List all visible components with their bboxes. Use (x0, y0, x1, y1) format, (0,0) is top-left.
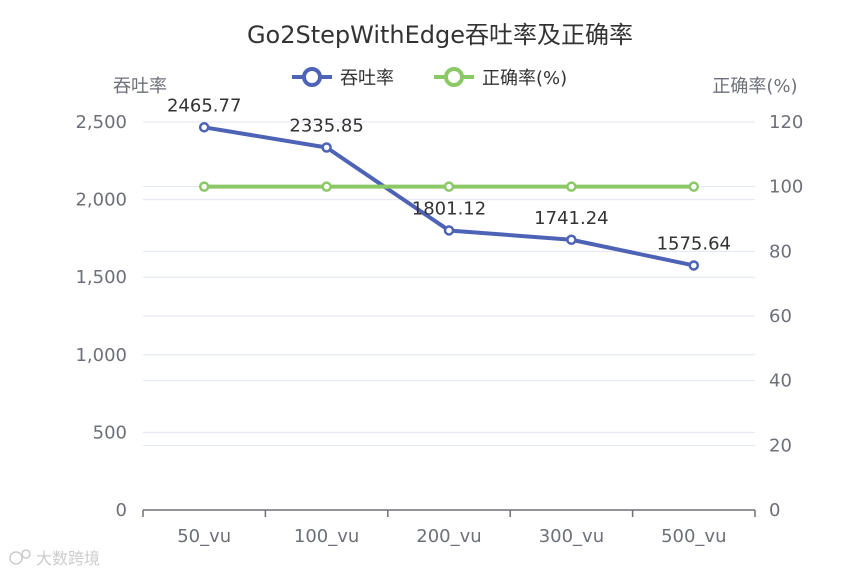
y-right-tick-label: 80 (769, 241, 792, 262)
y-right-tick-label: 0 (769, 500, 780, 521)
watermark-logo-icon (9, 551, 23, 565)
y-left-tick-label: 500 (93, 422, 127, 443)
series-layer (198, 122, 700, 271)
y-right-tick-label: 120 (769, 112, 803, 133)
y-left-tick-label: 2,500 (75, 112, 127, 133)
x-tick-label: 500_vu (661, 526, 726, 547)
data-point[interactable] (566, 181, 577, 192)
series-line (203, 125, 695, 268)
legend-marker-throughput (302, 67, 322, 87)
legend-item-throughput[interactable]: 吞吐率 (292, 67, 394, 89)
y-left-axis-label: 吞吐率 (113, 76, 167, 97)
data-point[interactable] (566, 234, 577, 246)
data-point[interactable] (688, 260, 700, 271)
x-tick-label: 50_vu (177, 526, 231, 547)
legend-label-accuracy: 正确率(%) (482, 68, 567, 89)
y-left-tick-label: 1,000 (75, 345, 127, 366)
data-label: 1741.24 (534, 208, 608, 229)
data-point[interactable] (198, 181, 210, 192)
y-right-tick-label: 40 (769, 371, 792, 392)
data-label: 2335.85 (289, 115, 363, 136)
legend-item-accuracy[interactable]: 正确率(%) (434, 67, 567, 89)
data-point[interactable] (688, 181, 700, 192)
x-tick-label: 100_vu (294, 526, 359, 547)
watermark-text: 大数跨境 (36, 549, 100, 568)
legend-marker-accuracy (444, 67, 464, 87)
data-point[interactable] (198, 122, 210, 133)
data-point[interactable] (443, 225, 455, 236)
x-axis: 50_vu 100_vu 200_vu 300_vu 500_vu (142, 509, 756, 547)
y-left-tick-label: 0 (116, 500, 127, 521)
legend: 吞吐率 正确率(%) (292, 67, 567, 89)
data-label: 2465.77 (167, 95, 241, 116)
legend-label-throughput: 吞吐率 (340, 68, 394, 89)
y-left-tick-label: 1,500 (75, 267, 127, 288)
data-label: 1575.64 (657, 233, 731, 254)
data-point[interactable] (321, 181, 332, 192)
y-left-ticks: 0 500 1,000 1,500 2,000 2,500 (75, 112, 127, 521)
y-right-axis-label: 正确率(%) (712, 76, 797, 97)
chart-title: Go2StepWithEdge吞吐率及正确率 (247, 21, 633, 49)
y-left-tick-label: 2,000 (75, 190, 127, 211)
data-labels: 2465.77 2335.85 1801.12 1741.24 1575.64 (167, 95, 731, 254)
y-right-tick-label: 100 (769, 177, 803, 198)
y-right-ticks: 0 20 40 60 80 100 120 (769, 112, 803, 521)
x-tick-label: 300_vu (539, 526, 604, 547)
watermark: 大数跨境 (9, 549, 100, 568)
data-label: 1801.12 (412, 198, 486, 219)
gridlines (143, 121, 755, 446)
y-right-tick-label: 60 (769, 306, 792, 327)
x-tick-label: 200_vu (416, 526, 481, 547)
y-right-tick-label: 20 (769, 435, 792, 456)
data-point[interactable] (321, 142, 332, 153)
data-point[interactable] (443, 181, 455, 192)
